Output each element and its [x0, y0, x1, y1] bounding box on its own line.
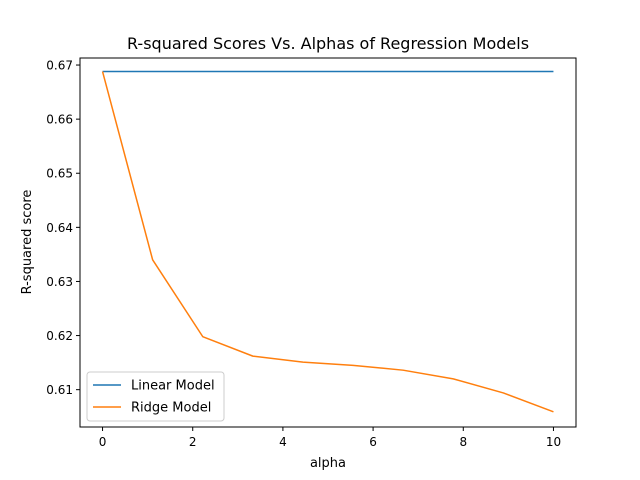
- legend-label: Ridge Model: [131, 401, 211, 416]
- x-axis-label: alpha: [310, 456, 346, 471]
- y-tick-label: 0.62: [46, 329, 73, 343]
- x-axis: 0 2 4 6 8 10: [99, 427, 561, 449]
- chart-title: R-squared Scores Vs. Alphas of Regressio…: [127, 34, 529, 53]
- y-tick-label: 0.61: [46, 383, 73, 397]
- legend-box: [86, 371, 225, 422]
- y-axis: 0.61 0.62 0.63 0.64 0.65 0.66 0.67: [46, 59, 80, 397]
- x-tick-label: 2: [189, 435, 197, 449]
- series-line-2: [101, 71, 554, 413]
- y-tick-label: 0.63: [46, 275, 73, 289]
- y-axis-label: R-squared score: [20, 190, 35, 295]
- legend-label: Linear Model: [131, 379, 215, 394]
- x-tick-label: 4: [279, 435, 287, 449]
- y-tick-label: 0.65: [46, 167, 73, 181]
- x-tick-label: 0: [99, 435, 107, 449]
- y-tick-label: 0.67: [46, 59, 73, 73]
- legend: Linear Model Ridge Model: [86, 371, 225, 422]
- series-layer: [101, 70, 554, 413]
- x-tick-label: 8: [459, 435, 467, 449]
- y-tick-label: 0.66: [46, 113, 73, 127]
- x-tick-label: 10: [546, 435, 561, 449]
- y-tick-label: 0.64: [46, 221, 73, 235]
- plot-frame: [79, 57, 577, 428]
- x-tick-label: 6: [369, 435, 377, 449]
